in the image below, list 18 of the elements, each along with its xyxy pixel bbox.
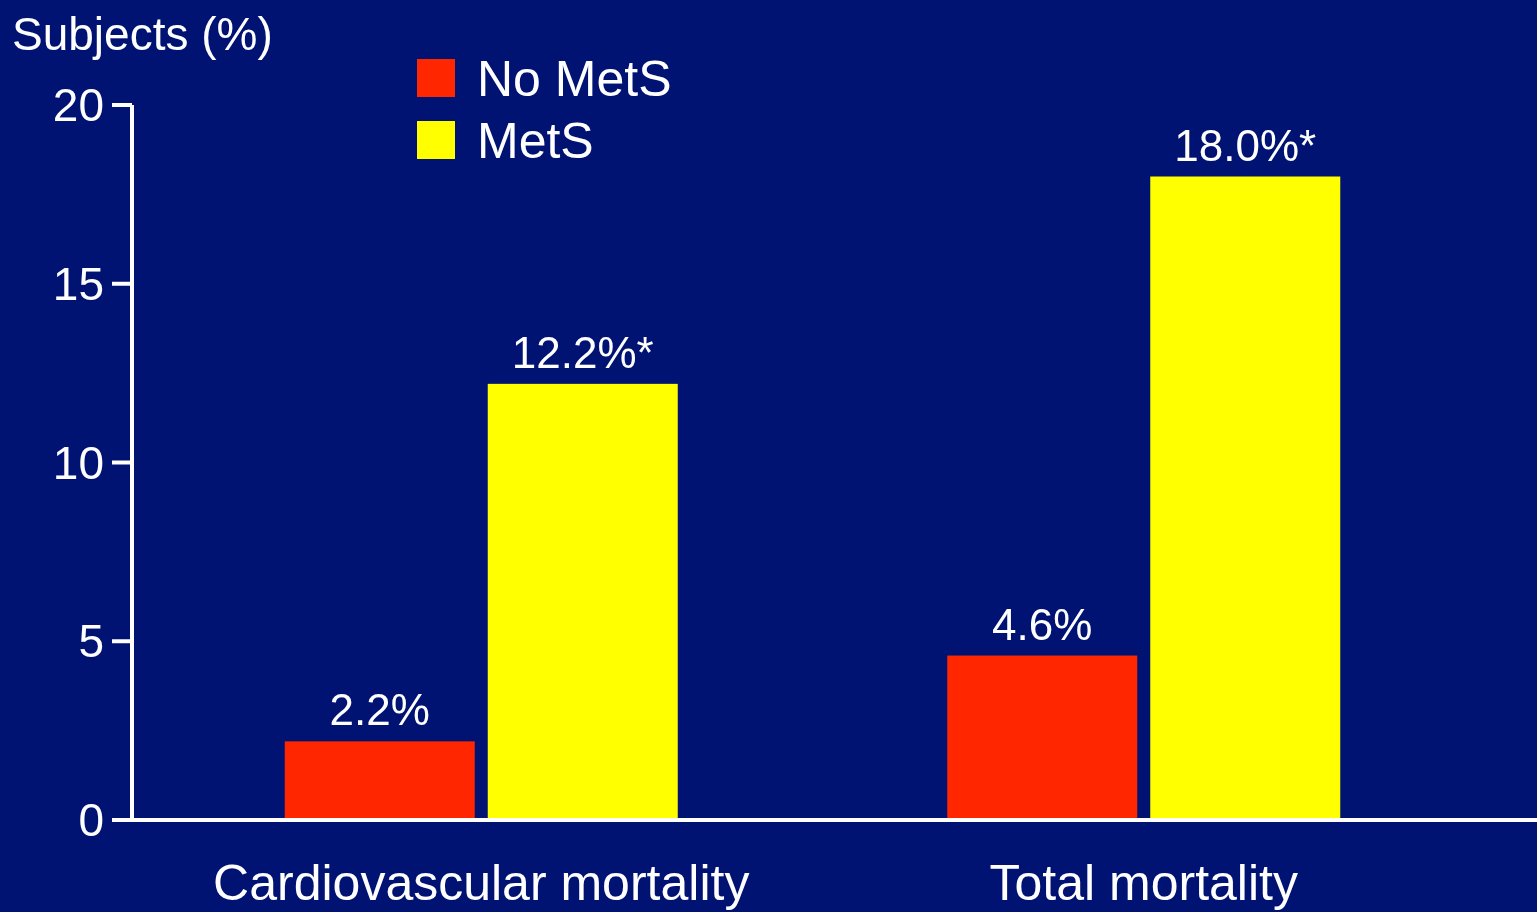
y-tick-label: 20: [52, 79, 104, 132]
y-tick-label: 5: [78, 615, 104, 668]
y-axis-title: Subjects (%): [12, 8, 273, 60]
data-label: 18.0%*: [1174, 120, 1317, 170]
bar: [1150, 176, 1341, 820]
data-label: 2.2%: [329, 685, 430, 735]
bar: [487, 383, 678, 820]
legend-label: No MetS: [477, 50, 672, 107]
data-label: 4.6%: [992, 599, 1093, 649]
bar: [284, 741, 475, 820]
y-tick-label: 15: [52, 257, 104, 310]
x-tick-label: Total mortality: [989, 855, 1298, 911]
y-tick-label: 0: [78, 794, 104, 847]
bar: [947, 655, 1138, 820]
data-label: 12.2%*: [511, 327, 654, 377]
legend-label: MetS: [477, 112, 594, 169]
x-tick-label: Cardiovascular mortality: [213, 855, 750, 911]
y-tick-label: 10: [52, 436, 104, 489]
